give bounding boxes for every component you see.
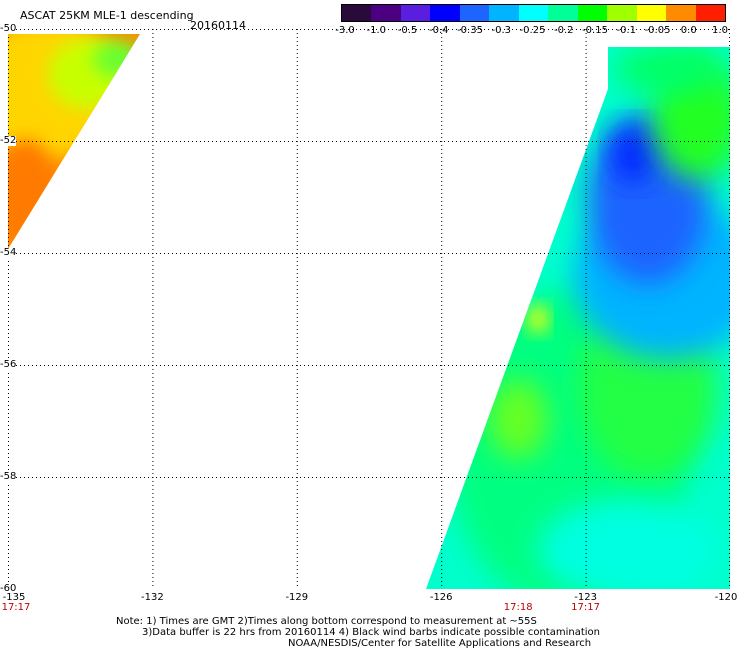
color-scale-label: -0.05 <box>644 25 671 36</box>
longitude-label: -123 <box>574 592 597 603</box>
color-scale-label: -0.4 <box>428 25 449 36</box>
note-line-3: NOAA/NESDIS/Center for Satellite Applica… <box>288 638 592 649</box>
color-scale-cell <box>695 5 726 21</box>
swath-map <box>8 29 730 589</box>
color-scale-cell <box>607 5 637 21</box>
color-scale-label: -0.5 <box>397 25 418 36</box>
latitude-label: -56 <box>0 359 17 370</box>
color-scale-label: -0.2 <box>553 25 574 36</box>
color-scale-cell <box>430 5 460 21</box>
note-line-2: 3)Data buffer is 22 hrs from 20160114 4)… <box>142 627 600 638</box>
time-label: 17:18 <box>503 602 533 613</box>
time-label: 17:17 <box>571 602 601 613</box>
color-scale-cell <box>459 5 490 21</box>
longitude-label: -135 <box>2 592 26 603</box>
longitude-label: -120 <box>714 592 738 603</box>
color-scale-cell <box>371 5 401 21</box>
color-scale-cell <box>518 5 549 21</box>
time-label: 17:17 <box>1 602 31 613</box>
longitude-label: -129 <box>285 592 309 603</box>
color-scale-label: -0.3 <box>491 25 512 36</box>
west-swath <box>8 34 140 249</box>
color-scale-label: 1.0 <box>712 25 728 36</box>
latitude-label: -60 <box>0 583 17 594</box>
color-scale-cell <box>342 5 372 21</box>
color-scale-label: -1.0 <box>366 25 387 36</box>
color-scale-cell <box>577 5 608 21</box>
lat-lon-grid <box>8 29 730 589</box>
color-scale-cell <box>636 5 667 21</box>
latitude-label: -54 <box>0 247 17 258</box>
color-scale-bar <box>341 4 726 22</box>
color-scale-label: -3.0 <box>335 25 355 36</box>
latitude-label: -58 <box>0 471 17 482</box>
longitude-label: -126 <box>429 592 453 603</box>
color-scale-cell <box>489 5 519 21</box>
color-scale-label: -0.25 <box>519 25 546 36</box>
latitude-label: -52 <box>0 135 17 146</box>
longitude-label: -132 <box>141 592 164 603</box>
color-scale-label: 0.0 <box>680 25 697 36</box>
product-date: 20160114 <box>190 19 246 32</box>
color-scale-cell <box>548 5 578 21</box>
east-swath <box>426 47 730 589</box>
color-scale-label: -0.15 <box>582 25 608 36</box>
color-scale-cell <box>400 5 431 21</box>
color-scale-cell <box>666 5 696 21</box>
latitude-label: -50 <box>0 23 17 34</box>
color-scale-label: -0.35 <box>457 25 483 36</box>
color-scale-label: -0.1 <box>616 25 637 36</box>
note-line-1: Note: 1) Times are GMT 2)Times along bot… <box>116 616 537 627</box>
product-title: ASCAT 25KM MLE-1 descending <box>20 9 194 22</box>
